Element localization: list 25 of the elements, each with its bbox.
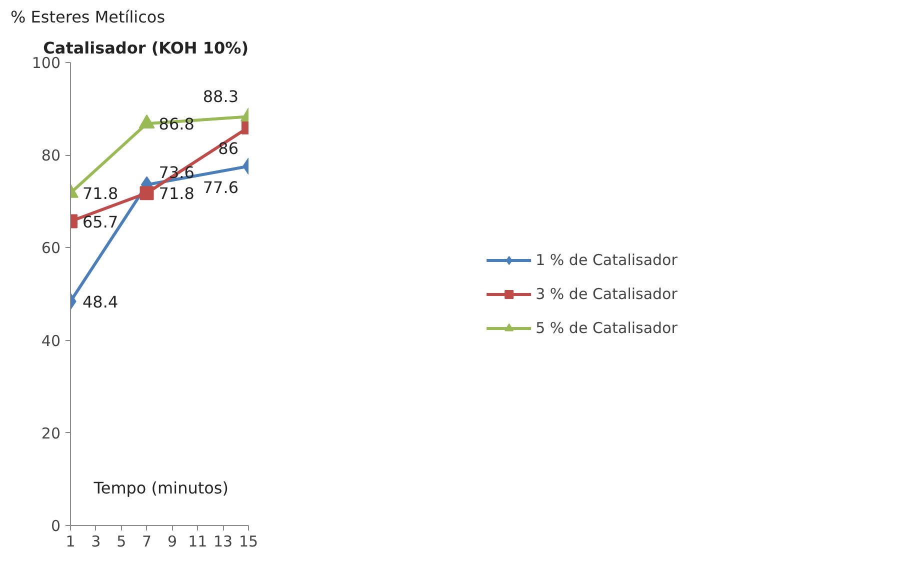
y-tick-label: 0 xyxy=(50,517,61,535)
x-tick-label: 5 xyxy=(116,532,126,550)
x-tick-label: 3 xyxy=(91,532,101,550)
data-label: 88.3 xyxy=(202,86,238,106)
x-tick-label: 1 xyxy=(66,532,76,550)
x-tick-label: 7 xyxy=(142,532,152,550)
data-label: 71.8 xyxy=(158,184,194,204)
x-tick-label: 9 xyxy=(167,532,177,550)
data-label: 86 xyxy=(218,139,238,158)
data-label: 77.6 xyxy=(202,178,238,198)
y-tick-label: 40 xyxy=(41,332,61,350)
data-label: 48.4 xyxy=(82,292,118,312)
y-tick-label: 60 xyxy=(41,239,61,258)
x-tick-label: 11 xyxy=(188,532,208,550)
x-tick-label: 15 xyxy=(238,532,258,550)
legend-label: 3 % de Catalisador xyxy=(536,284,678,302)
y-tick-label: 80 xyxy=(41,146,61,165)
x-tick-label: 13 xyxy=(214,532,233,550)
legend-label: 1 % de Catalisador xyxy=(536,250,678,268)
x-axis-title: Tempo (minutos) xyxy=(92,478,229,498)
data-label: 71.8 xyxy=(82,184,118,204)
data-label: 65.7 xyxy=(82,212,118,232)
y-axis-title: % Esteres Metílicos xyxy=(10,8,166,26)
legend-label: 5 % de Catalisador xyxy=(536,318,678,336)
y-tick-label: 20 xyxy=(41,424,61,442)
